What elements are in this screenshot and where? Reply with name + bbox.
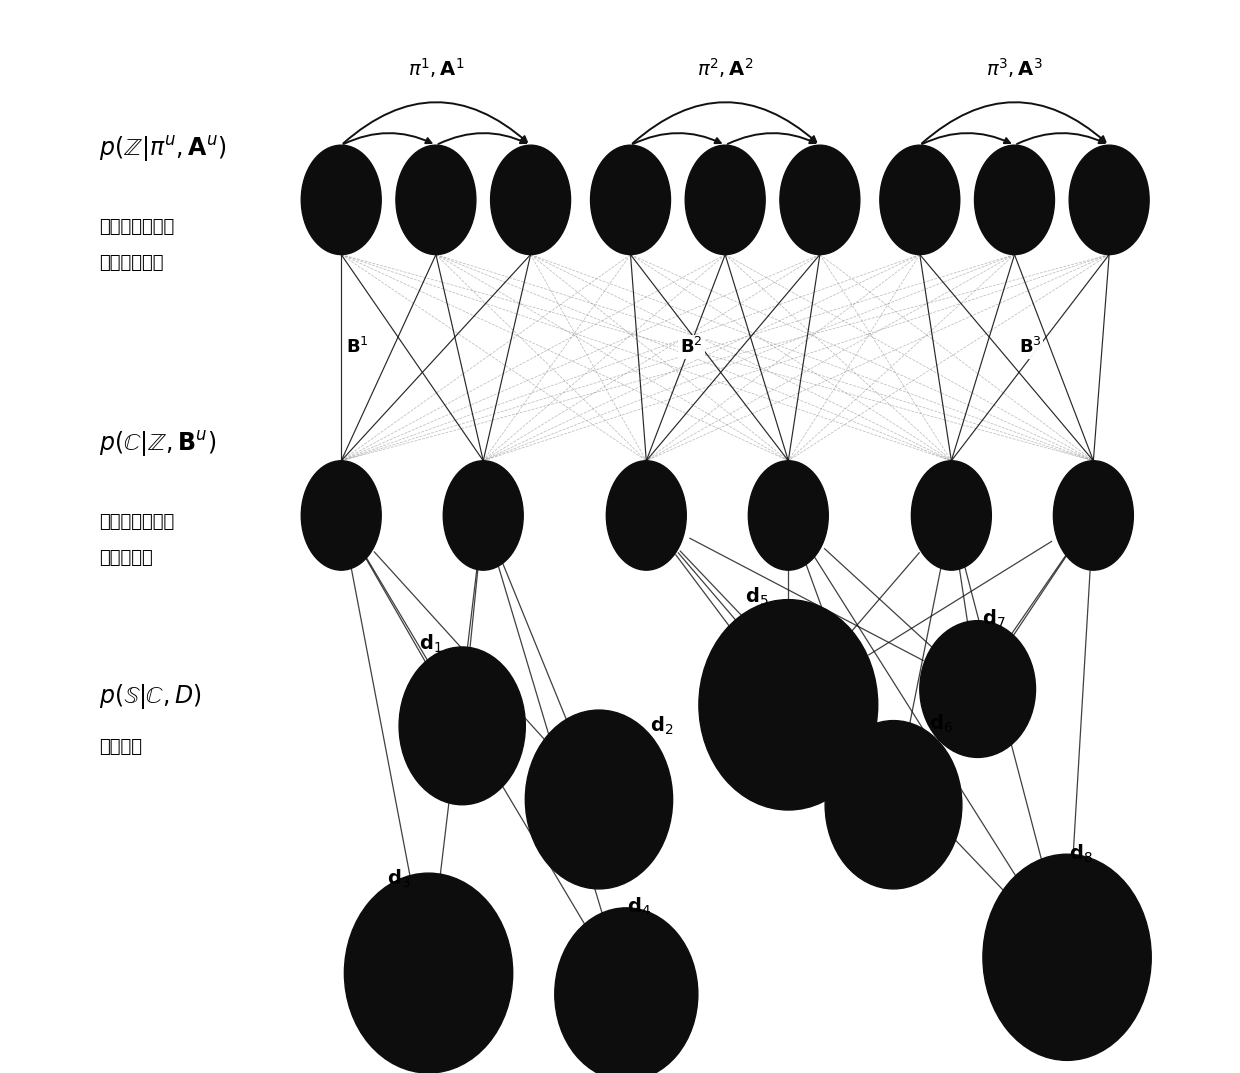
Ellipse shape (1069, 145, 1149, 254)
Text: $\mathbf{B}^2$: $\mathbf{B}^2$ (681, 337, 703, 357)
Ellipse shape (491, 145, 570, 254)
Ellipse shape (1054, 460, 1133, 570)
Ellipse shape (920, 620, 1035, 758)
Text: $\mathbf{d}_{5}$: $\mathbf{d}_{5}$ (745, 585, 769, 607)
Text: $\mathbf{d}_{8}$: $\mathbf{d}_{8}$ (1069, 843, 1092, 865)
Text: $p(\mathbb{Z}|\pi^u, \mathbf{A}^u)$: $p(\mathbb{Z}|\pi^u, \mathbf{A}^u)$ (99, 134, 227, 164)
Text: 个性化隐状态: 个性化隐状态 (99, 254, 164, 271)
Text: 观察空间: 观察空间 (99, 738, 143, 755)
Text: $\pi^2, \mathbf{A}^2$: $\pi^2, \mathbf{A}^2$ (697, 57, 754, 80)
Ellipse shape (443, 460, 523, 570)
Text: $\mathbf{d}_{6}$: $\mathbf{d}_{6}$ (929, 712, 952, 735)
Ellipse shape (780, 145, 859, 254)
Ellipse shape (345, 873, 512, 1073)
Text: $\mathbf{d}_{1}$: $\mathbf{d}_{1}$ (419, 633, 443, 655)
Ellipse shape (399, 647, 526, 805)
Text: $\mathbf{d}_{7}$: $\mathbf{d}_{7}$ (982, 607, 1006, 630)
Text: $\mathbf{d}_{4}$: $\mathbf{d}_{4}$ (627, 896, 651, 917)
Ellipse shape (880, 145, 960, 254)
Ellipse shape (301, 460, 381, 570)
Ellipse shape (554, 908, 698, 1073)
Text: $\mathbf{d}_{2}$: $\mathbf{d}_{2}$ (650, 715, 673, 737)
Ellipse shape (301, 145, 381, 254)
Ellipse shape (526, 710, 672, 888)
Text: $p(\mathbb{C}|\mathbb{Z}, \mathbf{B}^u)$: $p(\mathbb{C}|\mathbb{Z}, \mathbf{B}^u)$ (99, 429, 217, 459)
Ellipse shape (396, 145, 476, 254)
Ellipse shape (975, 145, 1054, 254)
Ellipse shape (825, 721, 962, 888)
Text: $\pi^1, \mathbf{A}^1$: $\pi^1, \mathbf{A}^1$ (408, 57, 464, 80)
Ellipse shape (590, 145, 671, 254)
Text: 第二隐状态层：: 第二隐状态层： (99, 513, 175, 531)
Text: $\pi^3, \mathbf{A}^3$: $\pi^3, \mathbf{A}^3$ (986, 57, 1043, 80)
Ellipse shape (606, 460, 686, 570)
Text: $\mathbf{B}^3$: $\mathbf{B}^3$ (1019, 337, 1042, 357)
Ellipse shape (983, 854, 1151, 1060)
Text: 第一隐状态层：: 第一隐状态层： (99, 218, 175, 236)
Text: $p(\mathbb{S}|\mathbb{C}, D)$: $p(\mathbb{S}|\mathbb{C}, D)$ (99, 682, 202, 711)
Ellipse shape (699, 600, 878, 810)
Ellipse shape (748, 460, 828, 570)
Text: $\mathbf{B}^1$: $\mathbf{B}^1$ (346, 337, 368, 357)
Ellipse shape (686, 145, 765, 254)
Text: $\mathbf{d}_{3}$: $\mathbf{d}_{3}$ (387, 867, 410, 890)
Ellipse shape (911, 460, 991, 570)
Text: 共享隐状态: 共享隐状态 (99, 548, 153, 567)
